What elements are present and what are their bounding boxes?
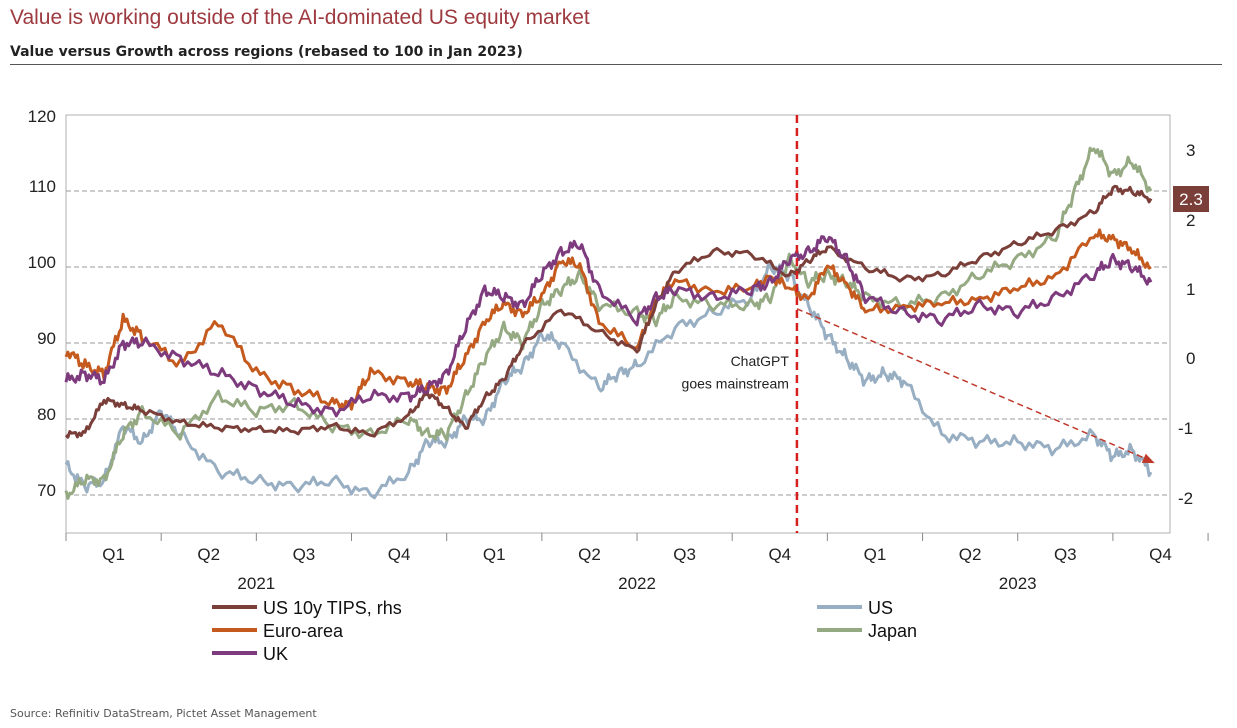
source-note: Source: Refinitiv DataStream, Pictet Ass… <box>10 707 317 720</box>
x-quarter-label: Q4 <box>768 545 791 564</box>
series-line-japan <box>64 146 1153 500</box>
x-quarter-label: Q4 <box>388 545 411 564</box>
y2-tick-label: -2 <box>1178 489 1193 508</box>
x-year-label: 2023 <box>999 574 1037 593</box>
title-divider <box>10 64 1222 65</box>
y2-tick-label: 0 <box>1186 349 1195 368</box>
series-line-uk <box>64 235 1153 418</box>
x-quarter-label: Q2 <box>578 545 601 564</box>
x-quarter-label: Q1 <box>102 545 125 564</box>
x-quarter-label: Q3 <box>293 545 316 564</box>
trend-arrow <box>796 308 1148 460</box>
trend-arrowhead <box>1141 453 1155 464</box>
x-quarter-label: Q3 <box>673 545 696 564</box>
y-tick-label: 110 <box>29 177 56 196</box>
x-quarter-label: Q2 <box>197 545 220 564</box>
y2-tick-label: 3 <box>1186 141 1195 160</box>
y2-tick-label: 1 <box>1186 280 1195 299</box>
y-tick-label: 120 <box>28 107 56 126</box>
y2-tick-label: -1 <box>1178 419 1193 438</box>
last-value-badge <box>1173 186 1209 212</box>
left-axis: 70 80 90 100 110 120 <box>28 107 56 500</box>
chart-subtitle: Value versus Growth across regions (reba… <box>10 44 523 60</box>
legend-label-us: US <box>868 598 893 618</box>
plot-frame <box>65 114 1171 534</box>
last-value-label: 2.3 <box>1179 190 1203 209</box>
y-tick-label: 100 <box>28 253 56 272</box>
series-line-euro-area <box>64 228 1152 412</box>
legend-label-tips: US 10y TIPS, rhs <box>263 598 402 618</box>
y-tick-label: 80 <box>37 405 56 424</box>
x-quarter-label: Q4 <box>1149 545 1172 564</box>
series-line-us-10y-tips-rhs <box>64 184 1153 439</box>
x-axis: Q1 Q2 Q3 Q4 Q1 Q2 Q3 Q4 Q1 Q2 Q3 Q4 2021 2022 2023 <box>65 533 1209 593</box>
series-line-us <box>64 261 1153 500</box>
x-quarter-label: Q3 <box>1054 545 1077 564</box>
right-axis: -2 -1 0 1 2 3 <box>1178 141 1195 508</box>
legend-label-japan: Japan <box>868 621 917 641</box>
chart-title: Value is working outside of the AI-domin… <box>10 6 590 29</box>
y-tick-label: 90 <box>37 329 56 348</box>
annotation-line-2: goes mainstream <box>682 376 789 392</box>
annotation-line-1: ChatGPT <box>731 353 790 369</box>
legend-label-uk: UK <box>263 644 288 664</box>
x-quarter-label: Q1 <box>864 545 887 564</box>
x-year-label: 2022 <box>618 574 656 593</box>
y2-tick-label: 2 <box>1186 211 1195 230</box>
y-tick-label: 70 <box>37 481 56 500</box>
legend: US 10y TIPS, rhs US Euro-area Japan UK <box>212 598 917 664</box>
line-chart: 70 80 90 100 110 120 -2 -1 0 1 2 3 Q1 Q2 Q… <box>28 107 1209 664</box>
x-year-label: 2021 <box>237 574 275 593</box>
series-lines <box>64 146 1153 500</box>
x-quarter-label: Q1 <box>483 545 506 564</box>
legend-label-euro: Euro-area <box>263 621 344 641</box>
x-quarter-label: Q2 <box>959 545 982 564</box>
